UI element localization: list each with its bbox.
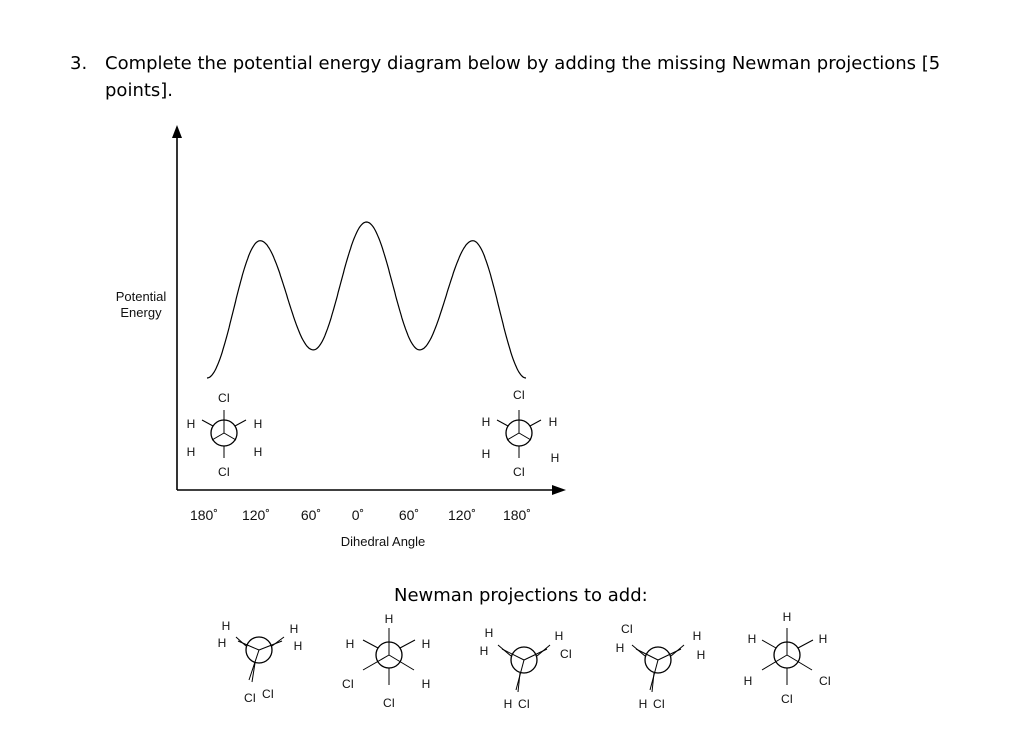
newman-label: CI	[342, 677, 354, 691]
newman-label: H	[294, 639, 303, 653]
x-tick-label: 180˚	[503, 507, 531, 523]
newman-subheading: Newman projections to add:	[394, 585, 648, 606]
newman-label: H	[639, 697, 648, 711]
newman-given-right: CI H H H H CI	[482, 388, 560, 479]
newman-option-1: H H H H CI CI	[218, 619, 303, 705]
newman-option-3: H H H CI H CI	[480, 626, 572, 711]
y-axis-arrowhead	[172, 125, 182, 138]
x-axis-arrowhead	[552, 485, 566, 495]
newman-label: H	[549, 415, 558, 429]
newman-label: CI	[218, 465, 230, 479]
newman-label: H	[551, 451, 560, 465]
newman-label: H	[482, 447, 491, 461]
newman-label: CI	[560, 647, 572, 661]
newman-label: CI	[518, 697, 530, 711]
newman-label: CI	[653, 697, 665, 711]
newman-label: H	[187, 445, 196, 459]
x-tick-label: 180˚	[190, 507, 218, 523]
newman-label: H	[346, 637, 355, 651]
newman-label: H	[422, 637, 431, 651]
energy-curve	[206, 221, 527, 379]
y-axis-label-line1: Potential	[116, 289, 167, 304]
x-tick-label: 0˚	[352, 507, 364, 523]
x-tick-label: 120˚	[448, 507, 476, 523]
newman-label: CI	[262, 687, 274, 701]
newman-label: CI	[513, 388, 525, 402]
newman-option-2: H H H CI H CI	[342, 612, 430, 710]
newman-given-left: CI H H H H CI	[187, 391, 263, 479]
question-number: 3.	[70, 53, 88, 74]
newman-label: H	[385, 612, 394, 626]
question-text: Complete the potential energy diagram be…	[105, 53, 941, 101]
newman-label: H	[480, 644, 489, 658]
y-axis-label-line2: Energy	[120, 305, 162, 320]
newman-label: CI	[781, 692, 793, 706]
newman-label: H	[555, 629, 564, 643]
x-tick-label: 60˚	[301, 507, 321, 523]
newman-label: H	[504, 697, 513, 711]
newman-label: H	[616, 641, 625, 655]
newman-label: H	[748, 632, 757, 646]
newman-label: H	[290, 622, 299, 636]
newman-label: CI	[621, 622, 633, 636]
newman-label: H	[187, 417, 196, 431]
newman-label: H	[697, 648, 706, 662]
x-tick-labels: 180˚ 120˚ 60˚ 0˚ 60˚ 120˚ 180˚	[190, 507, 531, 523]
newman-label: CI	[819, 674, 831, 688]
newman-label: H	[744, 674, 753, 688]
newman-label: CI	[218, 391, 230, 405]
newman-label: H	[783, 610, 792, 624]
newman-label: H	[218, 636, 227, 650]
newman-label: H	[485, 626, 494, 640]
newman-option-4: CI H H H H CI	[616, 622, 706, 711]
x-tick-label: 60˚	[399, 507, 419, 523]
x-axis-label: Dihedral Angle	[341, 534, 426, 549]
newman-label: CI	[383, 696, 395, 710]
newman-label: H	[254, 445, 263, 459]
newman-label: H	[819, 632, 828, 646]
newman-label: H	[254, 417, 263, 431]
newman-label: CI	[513, 465, 525, 479]
newman-label: H	[482, 415, 491, 429]
newman-label: H	[422, 677, 431, 691]
newman-label: H	[693, 629, 702, 643]
x-tick-label: 120˚	[242, 507, 270, 523]
newman-label: H	[222, 619, 231, 633]
newman-option-5: H H H H CI CI	[744, 610, 831, 706]
newman-label: CI	[244, 691, 256, 705]
